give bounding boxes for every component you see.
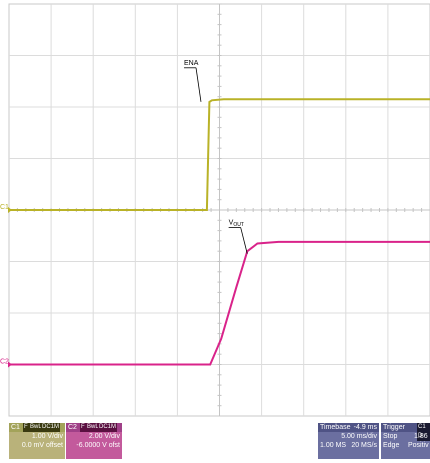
trigger-level: 1.86 (414, 433, 428, 440)
channel-1-label: C1 (11, 424, 20, 431)
trigger-mode: Stop (383, 433, 398, 440)
channel-marker-arrow (8, 361, 12, 368)
channel-2-tag-coupling: DC1M (98, 423, 118, 432)
channel-1-offset-row: 0.0 mV offset (9, 441, 65, 450)
status-bar: C1 F BwL DC1M 1.00 V/div 0.0 mV offset C… (0, 419, 430, 463)
annotations: ENA VOUT (184, 60, 248, 254)
channel-marker-c2: C2 (0, 359, 9, 366)
channel-2-offset-row: -6.0000 V ofst (66, 441, 122, 450)
timebase-panel[interactable]: Timebase -4.9 ms 5.00 ms/div 1.00 MS 20 … (318, 423, 379, 459)
timebase-header: Timebase -4.9 ms (318, 423, 379, 432)
channel-1-tag-bwl: BwL (29, 423, 43, 432)
trigger-type-row: Edge Positiv (381, 441, 430, 450)
channel-marker-arrow (8, 207, 12, 213)
channel-2-offset: -6.0000 V ofst (76, 442, 120, 449)
timebase-scale: 5.00 ms/div (341, 433, 377, 440)
annotation-label: VOUT (229, 219, 244, 228)
channel-marker-c1: C1 (0, 204, 9, 211)
annotation-label: ENA (184, 60, 199, 67)
trigger-header: Trigger C1 D (381, 423, 430, 441)
timebase-samples: 1.00 MS (320, 442, 347, 449)
annotation-leader (240, 227, 248, 254)
trace-ena (9, 98, 430, 211)
trigger-source-tag: C1 D (417, 423, 430, 441)
timebase-sample-row: 1.00 MS 20 MS/s (318, 441, 379, 450)
channel-1-tag-filter: F (23, 423, 29, 432)
trace-vout (9, 240, 430, 366)
trigger-panel[interactable]: Trigger C1 D Stop 1.86 Edge Positiv (381, 423, 430, 459)
channel-1-header: C1 F BwL DC1M (9, 423, 65, 432)
channel-2-label: C2 (68, 424, 77, 431)
timebase-delay: -4.9 ms (353, 424, 377, 431)
trigger-mode-row: Stop 1.86 (381, 432, 430, 441)
channel-2-tag-bwl: BwL (86, 423, 100, 432)
traces (9, 98, 430, 366)
channel-1-offset: 0.0 mV offset (21, 442, 63, 449)
timebase-rate: 20 MS/s (351, 442, 377, 449)
channel-1-tag-coupling: DC1M (41, 423, 61, 432)
timebase-label: Timebase (320, 424, 351, 431)
trigger-label: Trigger (383, 424, 405, 431)
channel-1-panel[interactable]: C1 F BwL DC1M 1.00 V/div 0.0 mV offset (9, 423, 65, 459)
channel-1-scale-row: 1.00 V/div (9, 432, 65, 441)
channel-2-scale: 2.00 V/div (88, 433, 120, 440)
channel-1-scale: 1.00 V/div (31, 433, 63, 440)
trigger-type: Edge (383, 442, 400, 449)
annotation-leader (195, 67, 202, 102)
channel-2-scale-row: 2.00 V/div (66, 432, 122, 441)
channel-2-panel[interactable]: C2 F BwL DC1M 2.00 V/div -6.0000 V ofst (66, 423, 122, 459)
timebase-scale-row: 5.00 ms/div (318, 432, 379, 441)
trigger-slope: Positiv (408, 442, 429, 449)
channel-2-tag-filter: F (80, 423, 86, 432)
channel-2-header: C2 F BwL DC1M (66, 423, 122, 432)
